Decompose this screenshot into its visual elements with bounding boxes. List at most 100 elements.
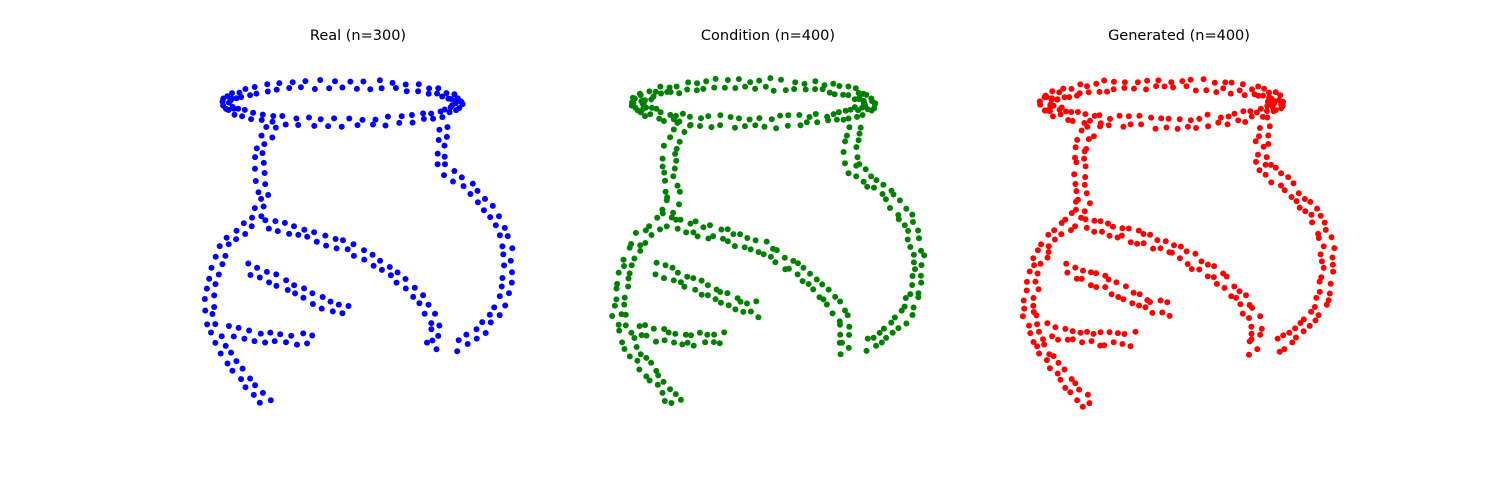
scatter-point [857,131,863,137]
scatter-point [257,275,263,281]
scatter-point [442,143,448,149]
scatter-point [1249,331,1255,337]
scatter-point [1110,224,1116,230]
scatter-point [742,244,748,250]
scatter-point [309,290,315,296]
scatter-point [1079,276,1085,282]
scatter-point [631,335,637,341]
scatter-point [509,280,515,286]
scatter-point [646,88,652,94]
scatter-point [726,302,732,308]
scatter-point [747,117,753,123]
scatter-point [1185,124,1191,130]
scatter-point [1063,261,1069,267]
scatter-point [1243,292,1249,298]
scatter-point [1240,108,1246,114]
scatter-point [662,178,668,184]
scatter-point [831,111,837,117]
scatter-point [1327,291,1333,297]
scatter-point [453,100,459,106]
scatter-point [1162,84,1168,90]
scatter-point [319,306,325,312]
scatter-point [396,120,402,126]
scatter-point [1082,111,1088,117]
scatter-point [778,77,784,83]
scatter-point [275,228,281,234]
scatter-point [1030,303,1036,309]
scatter-point [1224,274,1230,280]
scatter-point [705,292,711,298]
scatter-point [1237,288,1243,294]
scatter-point [1117,113,1123,119]
scatter-point [322,233,328,239]
scatter-point [1052,237,1058,243]
scatter-point [853,173,859,179]
scatter-point [1031,262,1037,268]
scatter-point [252,166,258,172]
scatter-point [1178,244,1184,250]
scatter-point [717,112,723,118]
scatter-point [662,337,668,343]
scatter-point [673,158,679,164]
scatter-point [769,116,775,122]
scatter-point [725,77,731,83]
scatter-point [248,272,254,278]
scatter-point [703,78,709,84]
scatter-point [239,113,245,119]
scatter-point [219,333,225,339]
scatter-point [675,226,681,232]
scatter-point [1080,268,1086,274]
scatter-point [800,278,806,284]
scatter-point [622,346,628,352]
scatter-point [487,312,493,318]
scatter-point [508,258,514,264]
scatter-point [387,264,393,270]
scatter-point [687,123,693,129]
scatter-point [204,286,210,292]
scatter-point [687,114,693,120]
scatter-point [670,265,676,271]
scatter-point [1308,309,1314,315]
scatter-point [637,323,643,329]
scatter-point [1136,303,1142,309]
scatter-point [625,284,631,290]
scatter-point [612,303,618,309]
scatter-point [1069,86,1075,92]
scatter-point [1123,283,1129,289]
scatter-point [1119,341,1125,347]
scatter-point [667,134,673,140]
scatter-point [424,340,430,346]
scatter-point [1107,233,1113,239]
scatter-point [228,350,234,356]
scatter-point [668,400,674,406]
scatter-point [1111,79,1117,85]
scatter-point [336,302,342,308]
scatter-point [273,125,279,131]
scatter-point [1158,245,1164,251]
scatter-point [242,86,248,92]
scatter-point [912,266,918,272]
scatter-point [1226,114,1232,120]
scatter-point [911,305,917,311]
scatter-point [283,339,289,345]
scatter-point [1086,136,1092,142]
scatter-point [864,184,870,190]
scatter-point [465,341,471,347]
scatter-point [1049,88,1055,94]
scatter-point [855,154,861,160]
scatter-point [738,299,744,305]
scatter-point [211,292,217,298]
scatter-point [1104,89,1110,95]
scatter-point [713,296,719,302]
scatter-point [488,319,494,325]
scatter-point [1137,291,1143,297]
scatter-point [801,265,807,271]
scatter-point [1171,242,1177,248]
scatter-point [1046,243,1052,249]
scatter-point [1068,227,1074,233]
scatter-point [832,294,838,300]
scatter-point [860,112,866,118]
scatter-point [683,229,689,235]
scatter-point [909,212,915,218]
scatter-point [301,285,307,291]
